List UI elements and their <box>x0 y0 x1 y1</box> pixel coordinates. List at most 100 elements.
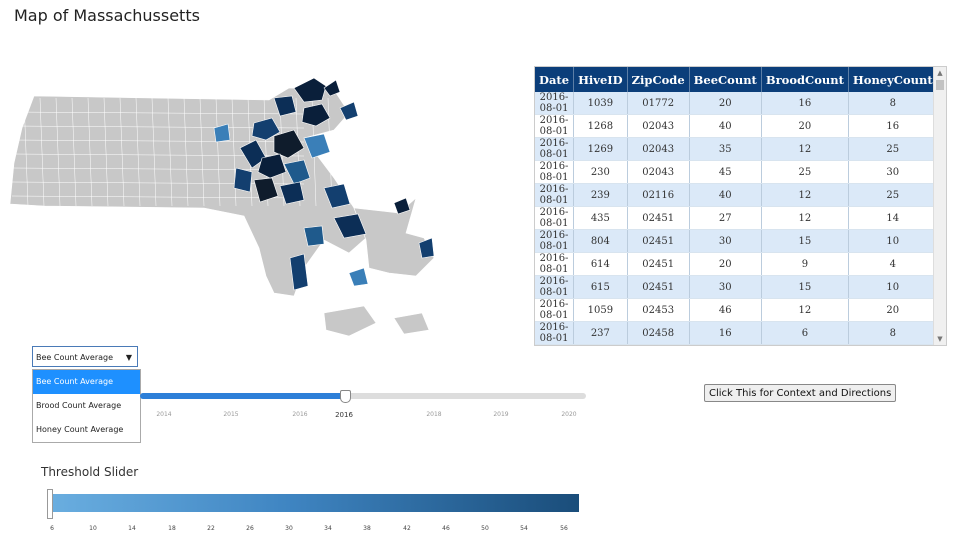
table-cell: 02458 <box>627 321 690 345</box>
year-slider-handle[interactable] <box>340 390 351 403</box>
town-border <box>151 97 157 207</box>
threshold-tick-label: 34 <box>324 525 332 532</box>
table-cell: 1268 <box>573 114 628 138</box>
table-row: 2016-08-01 435 02451 27 12 14 <box>535 206 938 230</box>
hive-town-region[interactable] <box>289 253 309 291</box>
table-cell: 2016-08-01 <box>535 298 575 322</box>
column-header[interactable]: ZipCode <box>627 67 690 92</box>
threshold-tick-label: 30 <box>285 525 293 532</box>
hive-town-region[interactable] <box>273 95 297 117</box>
metric-option[interactable]: Bee Count Average <box>33 370 140 394</box>
hive-town-region[interactable] <box>333 213 367 239</box>
cape-cod-region[interactable] <box>353 197 435 277</box>
hive-town-region[interactable] <box>251 117 281 141</box>
year-slider-track[interactable] <box>140 393 586 399</box>
year-tick-label: 2016 <box>335 411 353 419</box>
massachusetts-map[interactable] <box>4 68 454 340</box>
table-row: 2016-08-01 1268 02043 40 20 16 <box>535 114 938 138</box>
threshold-tick-label: 38 <box>363 525 371 532</box>
nantucket-region[interactable] <box>393 312 430 335</box>
hive-town-region[interactable] <box>339 101 359 121</box>
threshold-tick-label: 42 <box>403 525 411 532</box>
threshold-slider-handle[interactable] <box>47 489 53 519</box>
metric-option[interactable]: Brood Count Average <box>36 401 122 410</box>
table-cell: 25 <box>848 137 938 161</box>
year-tick-label: 2016 <box>292 411 308 418</box>
hive-town-region[interactable] <box>393 197 411 215</box>
scroll-up-arrow-icon[interactable]: ▲ <box>937 69 943 77</box>
hive-town-region[interactable] <box>301 103 331 127</box>
table-cell: 20 <box>848 298 938 322</box>
hive-town-region[interactable] <box>273 129 305 159</box>
column-header[interactable]: Date <box>535 67 575 92</box>
column-header[interactable]: BroodCount <box>761 67 849 92</box>
table-cell: 12 <box>761 298 849 322</box>
year-tick-label: 2018 <box>426 411 442 418</box>
year-slider-fill <box>140 393 345 399</box>
table-cell: 12 <box>761 183 849 207</box>
town-border <box>119 97 125 207</box>
table-cell: 16 <box>761 92 849 115</box>
table-cell: 237 <box>573 321 628 345</box>
town-border <box>11 195 305 199</box>
table-cell: 4 <box>848 252 938 276</box>
scroll-down-arrow-icon[interactable]: ▼ <box>937 335 943 343</box>
town-border <box>11 111 305 115</box>
hive-town-region[interactable] <box>283 159 311 185</box>
town-border <box>87 97 93 207</box>
town-border <box>55 97 61 207</box>
column-header[interactable]: HoneyCount <box>848 67 938 92</box>
table-cell: 2016-08-01 <box>535 137 575 161</box>
town-border <box>103 97 109 207</box>
table-scrollbar[interactable]: ▲ ▼ <box>933 67 946 345</box>
table-cell: 02043 <box>627 137 690 161</box>
column-header[interactable]: HiveID <box>573 67 628 92</box>
hive-town-region[interactable] <box>279 181 305 205</box>
table-cell: 25 <box>761 160 849 184</box>
table-cell: 2016-08-01 <box>535 183 575 207</box>
threshold-tick-label: 46 <box>442 525 450 532</box>
scroll-thumb[interactable] <box>936 80 944 90</box>
threshold-tick-label: 26 <box>246 525 254 532</box>
marthas-vineyard-region[interactable] <box>323 305 377 337</box>
table-cell: 8 <box>848 344 938 345</box>
hive-town-region[interactable] <box>323 183 351 209</box>
metric-select[interactable]: Bee Count Average ▼ <box>32 346 138 367</box>
hive-data-table-container[interactable]: Date HiveID ZipCode BeeCount BroodCount Honey… <box>534 66 947 346</box>
table-cell: 1059 <box>573 298 628 322</box>
threshold-tick-label: 56 <box>560 525 568 532</box>
hive-town-region[interactable] <box>348 267 369 287</box>
table-cell: 2016-08-01 <box>535 206 575 230</box>
metric-option[interactable]: Honey Count Average <box>36 425 124 434</box>
table-cell: 02043 <box>627 160 690 184</box>
hive-town-region[interactable] <box>418 237 435 259</box>
hive-town-region[interactable] <box>323 79 341 97</box>
table-cell: 02043 <box>627 114 690 138</box>
table-cell: 17 <box>761 344 849 345</box>
town-border <box>167 97 173 207</box>
context-directions-button[interactable]: Click This for Context and Directions <box>704 384 897 402</box>
table-cell: 12 <box>761 206 849 230</box>
hive-town-region[interactable] <box>233 167 253 193</box>
threshold-tick-label: 6 <box>50 525 54 532</box>
hive-town-region[interactable] <box>303 133 331 159</box>
hive-town-region[interactable] <box>253 177 279 203</box>
table-cell: 45 <box>689 160 762 184</box>
threshold-tick-label: 50 <box>481 525 489 532</box>
town-border <box>71 97 77 207</box>
table-row: 2016-08-011110245856178 <box>535 344 938 345</box>
table-row: 2016-08-01 239 02116 40 12 25 <box>535 183 938 207</box>
year-tick-label: 2019 <box>493 411 509 418</box>
table-cell: 2016-08-01 <box>535 252 575 276</box>
year-tick-label: 2014 <box>156 411 172 418</box>
hive-town-region[interactable] <box>213 123 231 143</box>
column-header[interactable]: BeeCount <box>689 67 762 92</box>
table-cell: 02451 <box>627 275 690 299</box>
hive-town-region[interactable] <box>303 225 325 247</box>
hive-town-region[interactable] <box>293 77 327 103</box>
hive-town-region[interactable] <box>257 153 287 179</box>
threshold-slider-track[interactable] <box>49 494 579 512</box>
table-cell: 35 <box>689 137 762 161</box>
table-cell: 30 <box>689 275 762 299</box>
table-cell: 56 <box>689 344 762 345</box>
